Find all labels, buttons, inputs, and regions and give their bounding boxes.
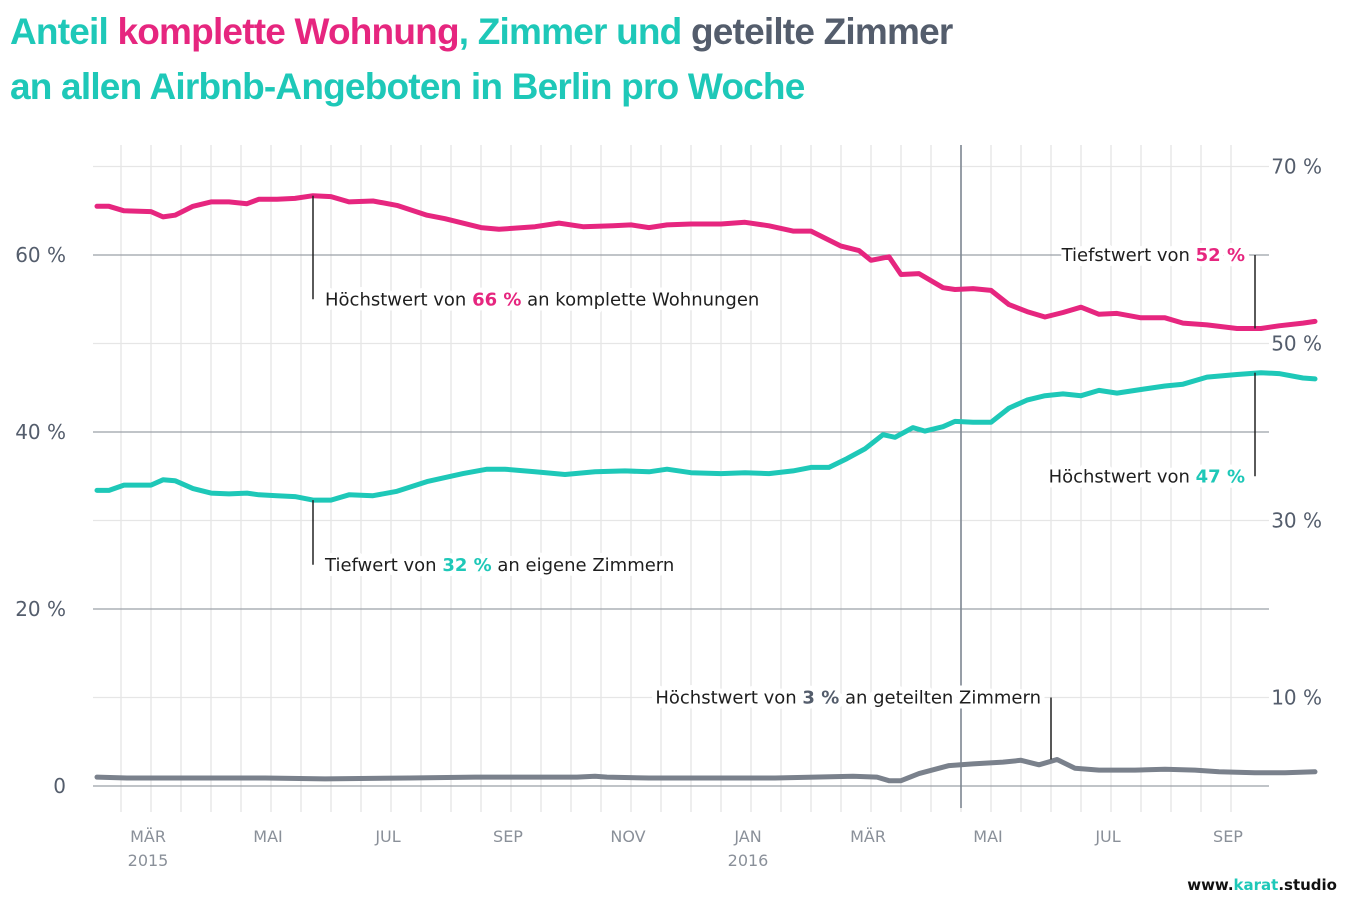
series-layer xyxy=(94,193,1318,784)
annotation-value: 66 % xyxy=(472,289,521,310)
x-tick-label: SEP xyxy=(493,827,523,846)
x-tick-year: 2015 xyxy=(128,851,169,870)
series-line xyxy=(94,757,1318,784)
annotation-label: Tiefstwert von 52 % xyxy=(1061,245,1245,266)
x-tick-label: MAI xyxy=(973,827,1002,846)
annotation-prefix: Tiefstwert von xyxy=(1061,245,1196,266)
y-tick-label-right: 30 % xyxy=(1271,509,1322,533)
y-tick-label-left: 0 xyxy=(53,774,66,798)
x-tick-label: JAN xyxy=(733,827,761,846)
credit: www.karat.studio xyxy=(1187,876,1337,894)
y-tick-label-right: 70 % xyxy=(1271,155,1322,179)
annotation-value: 32 % xyxy=(442,555,491,576)
title-segment: und xyxy=(606,11,691,52)
x-tick-label: MÄR xyxy=(850,827,886,846)
x-tick-label: NOV xyxy=(610,827,645,846)
x-tick-label: MAI xyxy=(253,827,282,846)
credit-suffix: .studio xyxy=(1278,876,1337,894)
annotation-label: Tiefwert von 32 % an eigene Zimmern xyxy=(324,555,674,576)
title-segment: Zimmer xyxy=(477,11,608,52)
credit-prefix: www. xyxy=(1187,876,1234,894)
annotation-value: 52 % xyxy=(1196,245,1245,266)
series-line xyxy=(94,193,1318,331)
annotation-prefix: Höchstwert von xyxy=(325,289,472,310)
title-segment: geteilte Zimmer xyxy=(690,11,953,52)
title-segment: , xyxy=(458,11,478,52)
title-segment: komplette Wohnung xyxy=(117,11,459,52)
y-tick-label-right: 10 % xyxy=(1271,686,1322,710)
annotation-suffix: an komplette Wohnungen xyxy=(521,289,759,310)
annotation-suffix: an geteilten Zimmern xyxy=(839,688,1041,709)
y-tick-label-right: 50 % xyxy=(1271,332,1322,356)
x-tick-label: JUL xyxy=(374,827,400,846)
annotation-label: Höchstwert von 47 % xyxy=(1049,466,1245,487)
grid xyxy=(93,145,1269,812)
annotation-value: 3 % xyxy=(802,688,839,709)
annotation-prefix: Höchstwert von xyxy=(1049,466,1196,487)
title-segment: Anteil xyxy=(10,11,118,52)
annotation-label: Höchstwert von 66 % an komplette Wohnung… xyxy=(325,289,759,310)
chart-title: Anteil komplette Wohnung, Zimmer und get… xyxy=(10,4,953,114)
x-tick-label: SEP xyxy=(1213,827,1243,846)
annotation-prefix: Tiefwert von xyxy=(324,555,442,576)
y-tick-label-left: 60 % xyxy=(15,243,66,267)
annotation-suffix: an eigene Zimmern xyxy=(492,555,675,576)
annotation-prefix: Höchstwert von xyxy=(655,688,802,709)
x-tick-year: 2016 xyxy=(728,851,769,870)
annotation-label: Höchstwert von 3 % an geteilten Zimmern xyxy=(655,688,1041,709)
title-line-2: an allen Airbnb-Angeboten in Berlin pro … xyxy=(10,66,805,107)
annotation-value: 47 % xyxy=(1196,466,1245,487)
y-tick-label-left: 20 % xyxy=(15,597,66,621)
axis-labels: 0 20 % 40 % 60 % 10 % 30 % 50 % 70 % MÄR 2015 MAI J… xyxy=(15,155,1322,871)
credit-brand: karat xyxy=(1233,876,1279,894)
annotation-layer: Höchstwert von 66 % an komplette Wohnung… xyxy=(312,195,1256,760)
title-line-1: Anteil komplette Wohnung, Zimmer und get… xyxy=(10,11,953,52)
series-line xyxy=(94,370,1318,503)
y-tick-label-left: 40 % xyxy=(15,420,66,444)
x-tick-label: JUL xyxy=(1094,827,1120,846)
x-tick-label: MÄR xyxy=(130,827,166,846)
